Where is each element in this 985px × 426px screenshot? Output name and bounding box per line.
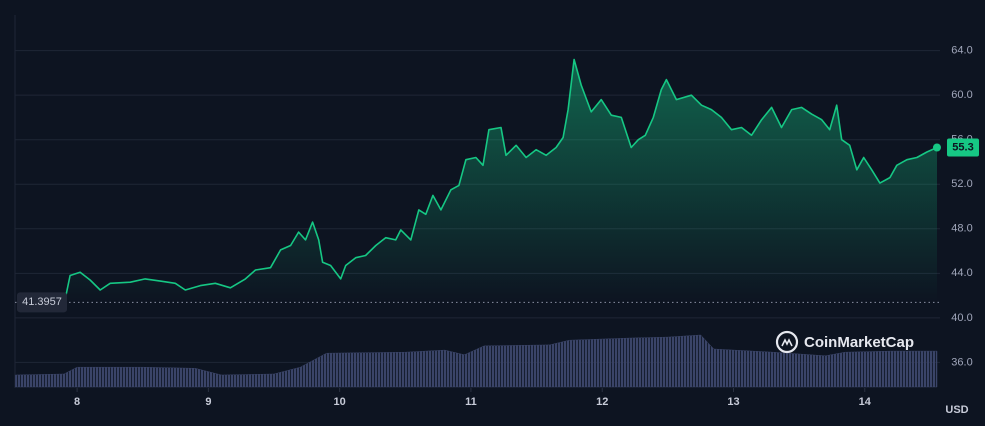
y-tick-label: 60.0: [951, 89, 972, 101]
y-tick-label: 64.0: [951, 45, 972, 57]
y-tick-label: 44.0: [951, 267, 972, 279]
price-line: [64, 58, 938, 301]
y-tick-label: 36.0: [951, 356, 972, 368]
y-tick-label: 52.0: [951, 178, 972, 190]
y-tick-label: 40.0: [951, 312, 972, 324]
brand-logo: CoinMarketCap: [775, 330, 914, 354]
x-tick-label: 10: [334, 396, 346, 408]
y-tick-label: 48.0: [951, 223, 972, 235]
price-area: [65, 59, 937, 303]
x-tick-label: 8: [74, 396, 80, 408]
brand-name: CoinMarketCap: [804, 334, 914, 351]
baseline-label-box: [17, 292, 67, 313]
last-price-dot: [932, 143, 941, 152]
last-price-label: 55.3: [952, 141, 973, 153]
volume-area: [15, 334, 938, 388]
x-tick-label: 9: [205, 396, 211, 408]
x-tick-label: 14: [859, 396, 872, 408]
baseline-label: 41.3957: [22, 296, 62, 308]
x-tick-label: 11: [465, 396, 477, 408]
currency-label: USD: [945, 404, 968, 416]
x-tick-label: 12: [596, 396, 608, 408]
x-tick-label: 13: [727, 396, 739, 408]
last-price-box: [947, 138, 979, 157]
